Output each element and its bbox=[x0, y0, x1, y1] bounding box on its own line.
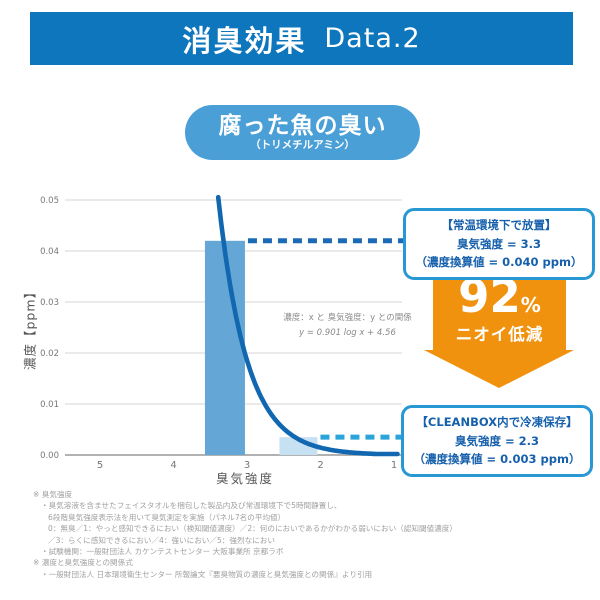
trend-curve bbox=[215, 194, 400, 457]
callout-after-title: 【CLEANBOX内で冷凍保存】 bbox=[416, 415, 578, 429]
y-tick: 0.03 bbox=[40, 298, 59, 308]
y-tick: 0.01 bbox=[40, 400, 59, 410]
relation-formula: y = 0.901 log x + 4.56 bbox=[299, 327, 396, 338]
footnote-line: ・一般財団法人 日本環境衛生センター 所報論文『悪臭物質の濃度と臭気強度との関係… bbox=[41, 569, 373, 579]
callout-before-title: 【常温環境下で放置】 bbox=[441, 218, 557, 232]
percent-sign: % bbox=[520, 293, 541, 318]
reduction-arrow: 92% ニオイ低減 bbox=[433, 272, 566, 350]
x-tick: 4 bbox=[170, 460, 176, 471]
subject-label: 腐った魚の臭い bbox=[218, 112, 387, 139]
y-tick: 0.00 bbox=[40, 451, 59, 461]
callout-before: 【常温環境下で放置】 臭気強度 = 3.3 （濃度換算値 = 0.040 ppm… bbox=[403, 208, 595, 280]
footnote-line: 0：無臭／1：やっと感知できるにおい（検知閾値濃度）／2：何のにおいであるかがわ… bbox=[48, 524, 457, 534]
page-title-en: Data.2 bbox=[324, 23, 421, 54]
header-banner: 消臭効果 Data.2 bbox=[30, 12, 573, 65]
callout-before-intensity: 臭気強度 = 3.3 bbox=[456, 236, 541, 251]
y-tick: 0.02 bbox=[40, 349, 59, 359]
reduction-value: 92% bbox=[458, 270, 541, 324]
reduction-label: ニオイ低減 bbox=[455, 324, 544, 344]
footnote-line: ※ 臭気強度 bbox=[33, 490, 73, 499]
footnote-line: 6段階臭気強度表示法を用いて臭気測定を実施（パネル7名の平均値） bbox=[48, 512, 286, 522]
x-tick: 1 bbox=[391, 460, 397, 471]
footnote-line: ・臭気溶液を含ませたフェイスタオルを梱包した製品内及び常温環境下で5時間静置し、 bbox=[41, 501, 342, 511]
bar bbox=[204, 240, 245, 455]
x-axis-label: 臭気強度 bbox=[215, 471, 274, 486]
footnotes: ※ 臭気強度・臭気溶液を含ませたフェイスタオルを梱包した製品内及び常温環境下で5… bbox=[33, 489, 588, 580]
reduction-arrow-head-icon bbox=[424, 350, 574, 388]
x-tick: 3 bbox=[244, 460, 250, 471]
page-title-jp: 消臭効果 bbox=[182, 23, 307, 58]
callout-after: 【CLEANBOX内で冷凍保存】 臭気強度 = 2.3 （濃度換算値 = 0.0… bbox=[401, 405, 593, 477]
callout-after-intensity: 臭気強度 = 2.3 bbox=[454, 433, 539, 448]
subject-pill: 腐った魚の臭い （トリメチルアミン） bbox=[185, 105, 420, 160]
footnote-line: ※ 濃度と臭気強度との関係式 bbox=[33, 558, 133, 568]
x-tick: 2 bbox=[317, 460, 323, 471]
subject-sublabel: （トリメチルアミン） bbox=[250, 139, 355, 152]
footnote-line: ・試験機関：一般財団法人 カケンテストセンター 大阪事業所 京都ラボ bbox=[41, 547, 284, 557]
y-tick: 0.04 bbox=[40, 247, 59, 257]
callout-before-concentration: （濃度換算値 = 0.040 ppm） bbox=[415, 255, 583, 270]
footnote-line: ／3：らくに感知できるにおい／4：強いにおい／5：強烈なにおい bbox=[48, 535, 275, 545]
callout-after-concentration: （濃度換算値 = 0.003 ppm） bbox=[413, 452, 581, 467]
relation-label: 濃度：x と 臭気強度：y との関係 bbox=[283, 313, 412, 323]
y-axis-label: 濃度【ppm】 bbox=[22, 284, 38, 371]
relation-annotation: 濃度：x と 臭気強度：y との関係 y = 0.901 log x + 4.5… bbox=[265, 311, 430, 341]
y-tick: 0.05 bbox=[40, 196, 59, 206]
x-tick: 5 bbox=[97, 460, 103, 471]
